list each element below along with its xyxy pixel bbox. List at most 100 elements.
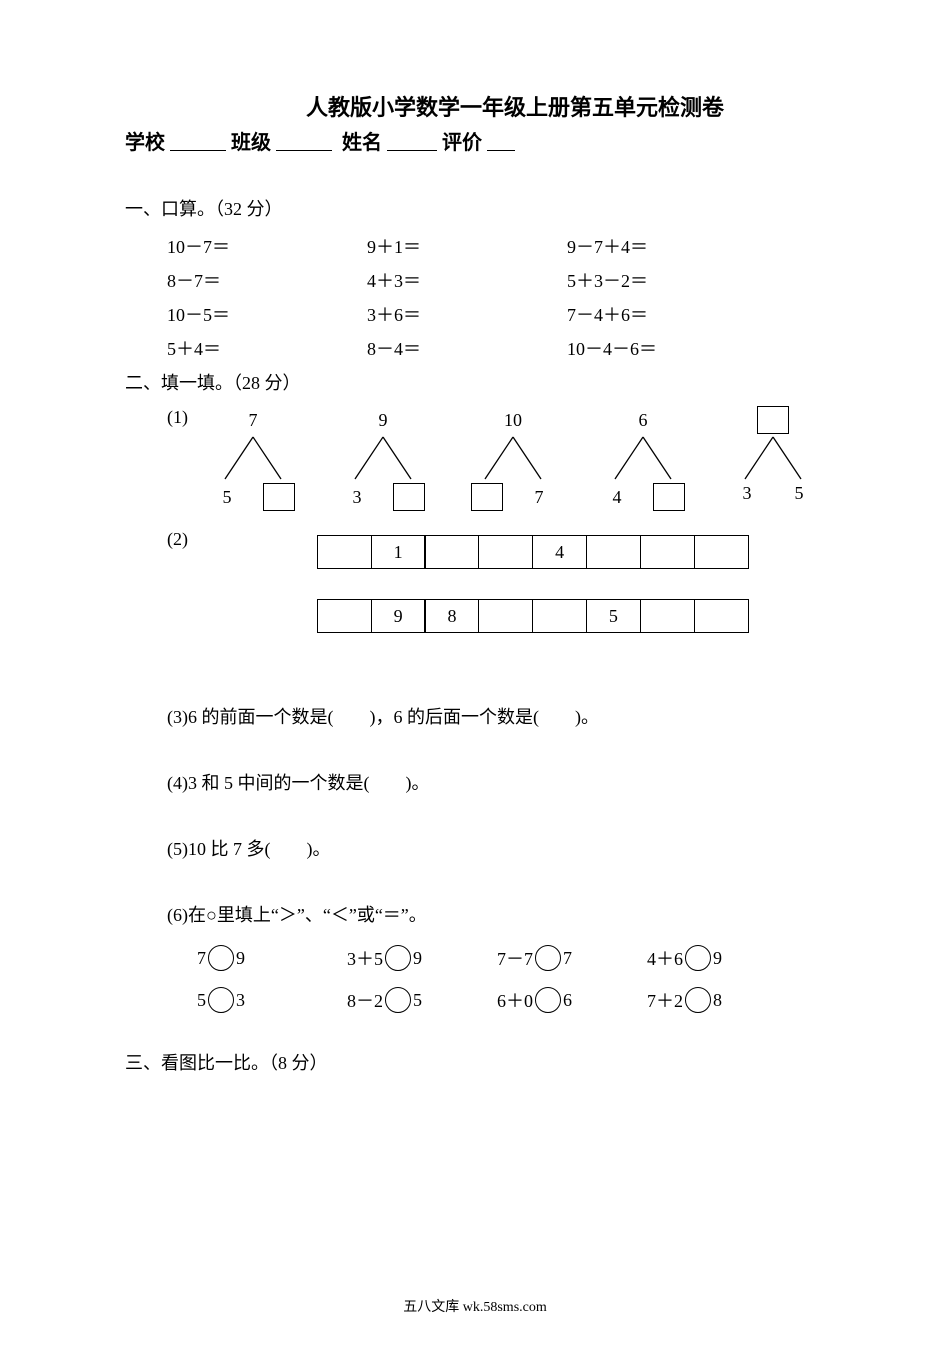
compare-right: 8 [713, 990, 722, 1011]
comparison-item: 4＋6 9 [647, 945, 797, 971]
sequence-cell: 8 [424, 599, 479, 633]
compare-right: 3 [236, 990, 245, 1011]
answer-box[interactable] [471, 483, 503, 511]
bond-top: 10 [448, 407, 578, 433]
sequence-cell[interactable] [478, 535, 533, 569]
section-3-heading: 三、看图比一比。（8 分） [125, 1049, 825, 1075]
bond-number: 3 [341, 487, 373, 508]
answer-box[interactable] [757, 406, 789, 434]
compare-right: 9 [713, 948, 722, 969]
q1-label: (1) [167, 407, 188, 428]
q2-label: (2) [167, 529, 209, 550]
compare-circle[interactable] [208, 987, 234, 1013]
name-blank[interactable] [387, 130, 437, 151]
class-label: 班级 [231, 132, 271, 154]
sequence-cell: 4 [532, 535, 587, 569]
compare-left: 7 [197, 948, 206, 969]
compare-circle[interactable] [385, 945, 411, 971]
comparison-item: 6＋06 [497, 987, 647, 1013]
section-1-body: 10－7＝9＋1＝9－7＋4＝ 8－7＝4＋3＝5＋3－2＝ 10－5＝3＋6＝7－… [125, 233, 825, 361]
sequence-cell[interactable] [317, 599, 372, 633]
calc-cell: 10－4－6＝ [567, 335, 787, 361]
calc-cell: 4＋3＝ [367, 267, 567, 293]
compare-circle[interactable] [535, 987, 561, 1013]
compare-circle[interactable] [535, 945, 561, 971]
calc-cell: 9－7＋4＝ [567, 233, 787, 259]
bond-bottom: 5 [188, 483, 318, 511]
bond-top: 9 [318, 407, 448, 433]
class-blank[interactable] [276, 130, 332, 151]
q3-text: (3)6 的前面一个数是( )，6 的后面一个数是( )。 [167, 703, 825, 729]
answer-box[interactable] [263, 483, 295, 511]
compare-circle[interactable] [208, 945, 234, 971]
sequence-cell[interactable] [640, 535, 695, 569]
compare-circle[interactable] [685, 945, 711, 971]
comparison-item: 7＋28 [647, 987, 797, 1013]
section-1-heading: 一、口算。（32 分） [125, 195, 825, 221]
comparison-item: 53 [197, 987, 347, 1013]
sequence-a: 14 [318, 535, 749, 569]
calc-cell: 10－5＝ [167, 301, 367, 327]
bond-number: 4 [601, 487, 633, 508]
sequence-cell[interactable] [586, 535, 641, 569]
sequence-cell: 5 [586, 599, 641, 633]
bond-branches [733, 435, 813, 481]
compare-right: 7 [563, 948, 572, 969]
sequence-cell[interactable] [478, 599, 533, 633]
compare-left: 7－7 [497, 945, 533, 971]
number-bond: 75 [188, 407, 318, 511]
sequence-cell[interactable] [317, 535, 372, 569]
bonds-container: 75931076435 [188, 407, 838, 511]
sequence-cell[interactable] [640, 599, 695, 633]
calc-row: 10－5＝3＋6＝7－4＋6＝ [167, 301, 825, 327]
calc-cell: 5＋4＝ [167, 335, 367, 361]
eval-blank[interactable] [487, 130, 515, 151]
eval-label: 评价 [442, 132, 482, 154]
compare-right: 9 [236, 948, 245, 969]
calc-cell: 5＋3－2＝ [567, 267, 787, 293]
school-blank[interactable] [170, 130, 226, 151]
bond-bottom: 4 [578, 483, 708, 511]
answer-box[interactable] [393, 483, 425, 511]
bond-top: 7 [188, 407, 318, 433]
calc-row: 10－7＝9＋1＝9－7＋4＝ [167, 233, 825, 259]
compare-left: 3＋5 [347, 945, 383, 971]
page-footer: 五八文库 wk.58sms.com [0, 1296, 950, 1316]
q6-prompt: (6)在○里填上“＞”、“＜”或“＝”。 [167, 901, 825, 927]
compare-left: 5 [197, 990, 206, 1011]
bond-bottom: 35 [708, 483, 838, 504]
compare-circle[interactable] [385, 987, 411, 1013]
bond-top [708, 407, 838, 433]
sequence-b: 98 5 [318, 599, 749, 633]
q2-sequences: 14 985 [318, 529, 749, 663]
sequence-cell[interactable] [532, 599, 587, 633]
compare-circle[interactable] [685, 987, 711, 1013]
calc-row: 5＋4＝8－4＝10－4－6＝ [167, 335, 825, 361]
bond-branches [603, 435, 683, 481]
section-2-body: (1) 75931076435 (2) 14 985 (3)6 的前面一个数是(… [125, 407, 825, 1013]
sequence-cell[interactable] [424, 535, 479, 569]
calc-cell: 7－4＋6＝ [567, 301, 787, 327]
comparison-item: 8－25 [347, 987, 497, 1013]
compare-left: 8－2 [347, 987, 383, 1013]
number-bond: 64 [578, 407, 708, 511]
q2-wrapper: (2) 14 985 [167, 529, 825, 663]
bond-top: 6 [578, 407, 708, 433]
bond-number: 3 [731, 483, 763, 504]
compare-right: 6 [563, 990, 572, 1011]
q5-text: (5)10 比 7 多( )。 [167, 835, 825, 861]
sequence-cell[interactable] [694, 535, 749, 569]
bond-bottom: 3 [318, 483, 448, 511]
bond-number: 7 [523, 487, 555, 508]
sequence-cell[interactable] [694, 599, 749, 633]
name-label: 姓名 [342, 132, 382, 154]
comparison-item: 79 [197, 945, 347, 971]
bond-bottom: 7 [448, 483, 578, 511]
sequence-cell: 9 [371, 599, 426, 633]
compare-left: 4＋6 [647, 945, 683, 971]
answer-box[interactable] [653, 483, 685, 511]
comparison-item: 7－7 7 [497, 945, 647, 971]
sequence-cell: 1 [371, 535, 426, 569]
bond-branches [213, 435, 293, 481]
calc-cell: 8－7＝ [167, 267, 367, 293]
